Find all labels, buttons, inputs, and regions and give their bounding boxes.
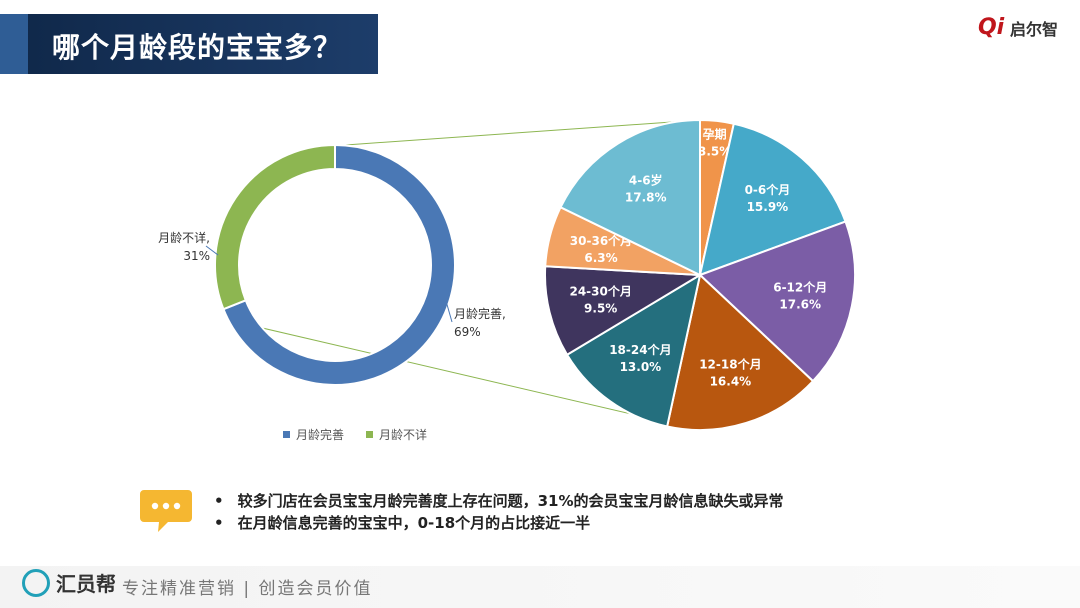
footer-logo-icon [22,568,50,597]
note-text: 在月龄信息完善的宝宝中，0-18个月的占比接近一半 [237,514,591,532]
title-bar: 哪个月龄段的宝宝多？ [0,14,378,74]
bullet: • [214,492,224,510]
donut-chart: 月龄完善, 69% 月龄不详, 31% [158,143,506,386]
pie-value-label: 17.8% [625,190,667,204]
pie-slice-1 [698,122,847,277]
pie-category-label: 0-6个月 [745,182,791,197]
pie-slice-3 [665,273,815,431]
legend-label: 月龄完善 [296,428,345,442]
pie-slice-7 [559,118,701,277]
donut-leader-line [205,245,219,256]
connector-line-top [342,119,701,146]
donut-label: 月龄完善, [454,306,506,321]
pie-value-label: 17.6% [779,297,821,311]
pie-value-label: 9.5% [584,302,617,316]
pie-category-label: 30-36个月 [570,233,632,248]
pie-value-label: 6.3% [584,251,617,265]
pie-category-label: 6-12个月 [773,279,827,294]
connector-lines [228,119,701,431]
donut-slice-0 [222,143,456,386]
pie-value-label: 13.0% [620,360,662,374]
logo-text: 启尔智 [1009,20,1058,39]
title-accent [0,14,28,74]
legend-swatch [283,431,290,438]
connector-line-bottom [228,319,701,431]
donut-value-label: 31% [183,249,210,263]
pie-category-label: 12-18个月 [699,357,761,372]
pie-category-label: 4-6岁 [629,172,663,187]
pie-slice-4 [565,272,702,428]
pie-slice-5 [544,265,704,357]
donut-legend: 月龄完善 月龄不详 [283,426,427,443]
notes-list: • 较多门店在会员宝宝月龄完善度上存在问题，31%的会员宝宝月龄信息缺失或异常 … [214,490,784,534]
legend-item-unknown: 月龄不详 [366,426,427,443]
page-title: 哪个月龄段的宝宝多？ [52,31,343,64]
note-item: • 较多门店在会员宝宝月龄完善度上存在问题，31%的会员宝宝月龄信息缺失或异常 [214,490,784,512]
pie-category-label: 孕期 [703,127,727,142]
legend-swatch [366,431,374,438]
pie-value-label: 3.5% [698,145,731,159]
pie-category-label: 24-30个月 [569,284,631,299]
pie-chart: 孕期 3.5% 0-6个月 15.9% 6-12个月 17.6% 12-18个月 16.4% 1… [544,118,856,431]
footer-brand: 汇员帮 [56,572,116,596]
footer-logo: 汇员帮 [22,568,116,597]
footer-slogan: 专注精准营销 | 创造会员价值 [122,579,373,599]
legend-item-complete: 月龄完善 [283,426,344,443]
donut-slice-1 [214,143,336,311]
note-item: • 在月龄信息完善的宝宝中，0-18个月的占比接近一半 [214,512,784,534]
donut-leader-line [439,279,453,323]
legend-label: 月龄不详 [379,428,428,442]
pie-value-label: 15.9% [747,200,789,214]
pie-value-label: 16.4% [710,375,752,389]
note-text: 较多门店在会员宝宝月龄完善度上存在问题，31%的会员宝宝月龄信息缺失或异常 [237,492,784,510]
donut-label: 月龄不详, [158,230,210,245]
donut-value-label: 69% [454,325,481,339]
brand-logo: Qi 启尔智 [978,16,1058,40]
bullet: • [214,514,224,532]
footer-bar [0,566,1080,608]
pie-category-label: 18-24个月 [609,342,671,357]
logo-mark: Qi [977,15,1005,40]
chat-bubble-icon [140,490,192,532]
pie-slice-2 [698,220,856,383]
